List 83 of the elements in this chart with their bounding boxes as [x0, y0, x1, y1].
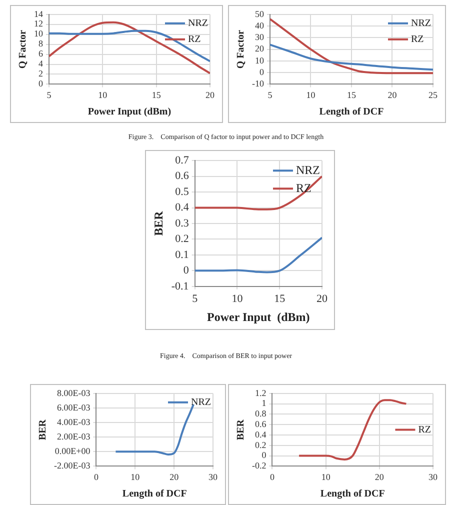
legend-label: RZ — [418, 424, 432, 436]
line-series — [270, 18, 433, 74]
y-tick-label: 0.1 — [175, 248, 189, 261]
y-tick-label: 10 — [254, 55, 264, 66]
x-tick-label: 10 — [130, 472, 140, 482]
legend-label: NRZ — [296, 162, 320, 177]
x-tick-label: 20 — [388, 90, 398, 100]
y-tick-label: 2.00E-03 — [56, 431, 91, 442]
line-series — [270, 44, 433, 71]
legend-label: NRZ — [191, 397, 211, 408]
y-tick-label: 0 — [183, 264, 190, 277]
y-tick-label: 0.6 — [254, 418, 267, 429]
y-axis-title: BER — [38, 418, 49, 440]
y-tick-label: 0.3 — [175, 217, 190, 230]
x-tick-label: 5 — [268, 90, 273, 100]
x-tick-label: 5 — [46, 90, 52, 100]
y-axis-title: Q Factor — [236, 29, 247, 69]
x-axis-title: Length of DCF — [320, 488, 385, 500]
legend-label: RZ — [188, 34, 201, 46]
x-axis-title: Power Input (dBm) — [207, 310, 310, 324]
legend-label: RZ — [411, 34, 424, 46]
x-axis-title: Length of DCF — [319, 106, 384, 118]
x-axis-title: Power Input (dBm) — [88, 106, 172, 118]
y-tick-label: 30 — [254, 32, 264, 42]
y-tick-label: 4 — [38, 58, 44, 69]
y-tick-label: 0 — [259, 66, 264, 77]
y-tick-label: 8.00E-03 — [56, 388, 91, 398]
y-tick-label: 14 — [34, 8, 44, 19]
line-series — [194, 175, 322, 210]
line-series — [49, 21, 210, 74]
line-series — [194, 236, 322, 274]
x-tick-label: 20 — [206, 90, 215, 100]
x-tick-label: 0 — [270, 472, 275, 482]
y-tick-label: 2 — [38, 68, 43, 79]
y-tick-label: 12 — [34, 18, 43, 29]
y-tick-label: 0.2 — [254, 440, 266, 450]
y-tick-label: 6 — [38, 48, 44, 59]
x-tick-label: 30 — [428, 472, 438, 482]
y-tick-label: 0.2 — [175, 233, 189, 246]
y-tick-label: 0.00E+00 — [54, 446, 91, 456]
line-series — [298, 399, 408, 460]
x-tick-label: 20 — [316, 292, 328, 305]
y-axis-title: Q Factor — [18, 29, 29, 69]
legend-label: NRZ — [188, 18, 208, 30]
y-tick-label: -10 — [252, 78, 264, 89]
x-tick-label: 10 — [306, 90, 316, 100]
y-tick-label: -0.1 — [171, 280, 189, 292]
x-axis-title: Length of DCF — [122, 488, 187, 500]
y-tick-label: 6.00E-03 — [56, 402, 91, 412]
y-tick-label: 0.4 — [175, 202, 190, 214]
y-tick-label: 0 — [262, 450, 267, 460]
x-tick-label: 10 — [232, 292, 244, 305]
x-tick-label: 25 — [428, 90, 438, 100]
y-tick-label: -2.00E-03 — [54, 460, 91, 471]
y-tick-label: 40 — [254, 20, 264, 30]
y-axis-title: BER — [236, 418, 247, 440]
x-tick-label: 15 — [152, 90, 162, 100]
x-tick-label: 10 — [98, 90, 108, 100]
x-tick-label: 15 — [347, 90, 356, 100]
y-tick-label: -0.2 — [252, 460, 266, 471]
y-tick-label: 0.6 — [175, 170, 190, 182]
y-tick-label: 0.7 — [175, 154, 190, 166]
y-tick-label: 50 — [254, 8, 264, 19]
legend-label: NRZ — [411, 18, 431, 30]
x-tick-label: 20 — [374, 472, 384, 482]
y-tick-label: 10 — [34, 28, 44, 39]
x-tick-label: 30 — [208, 472, 218, 482]
y-tick-label: 4.00E-03 — [56, 416, 91, 427]
line-series — [49, 30, 210, 62]
x-tick-label: 10 — [321, 472, 331, 482]
y-tick-label: 0.4 — [254, 429, 267, 440]
y-tick-label: 0.5 — [175, 186, 190, 198]
y-tick-label: 0.8 — [254, 408, 267, 419]
y-axis-title: BER — [151, 210, 166, 236]
x-tick-label: 5 — [192, 292, 198, 305]
x-tick-label: 15 — [274, 292, 286, 305]
y-tick-label: 1 — [262, 398, 266, 408]
line-series — [114, 403, 195, 456]
y-tick-label: 0 — [38, 78, 44, 89]
y-tick-label: 1.2 — [254, 388, 266, 398]
y-tick-label: 8 — [38, 38, 44, 49]
y-tick-label: 20 — [254, 44, 264, 54]
x-tick-label: 0 — [94, 472, 99, 482]
